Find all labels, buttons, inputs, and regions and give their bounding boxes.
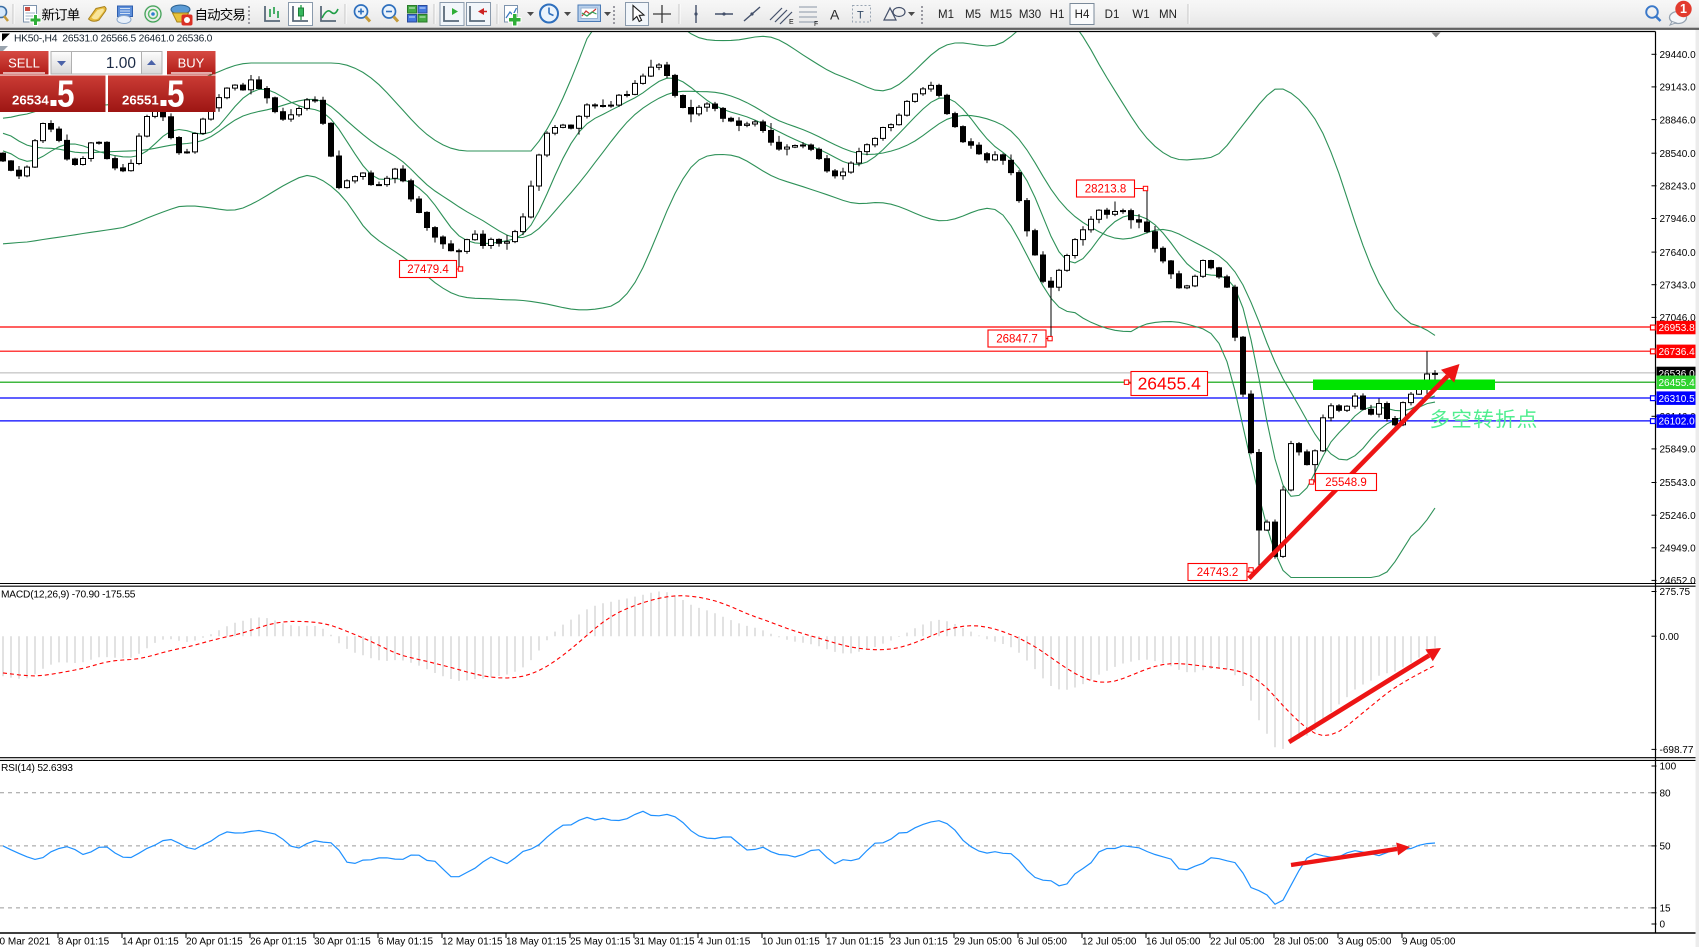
svg-text:27343.0: 27343.0 [1660, 280, 1697, 291]
svg-text:24652.0: 24652.0 [1660, 576, 1697, 587]
svg-text:30 Mar 2021: 30 Mar 2021 [0, 937, 51, 947]
svg-text:26551: 26551 [122, 93, 159, 108]
svg-text:17 Jun 01:15: 17 Jun 01:15 [826, 937, 884, 947]
svg-text:MN: MN [1159, 9, 1177, 21]
svg-text:22 Jul 05:00: 22 Jul 05:00 [1210, 937, 1265, 947]
svg-text:28213.8: 28213.8 [1085, 184, 1127, 196]
svg-text:10 Jun 01:15: 10 Jun 01:15 [762, 937, 820, 947]
svg-text:H1: H1 [1050, 9, 1065, 21]
svg-text:14 Apr 01:15: 14 Apr 01:15 [122, 937, 179, 947]
svg-text:26536.0: 26536.0 [1659, 369, 1696, 380]
svg-text:D1: D1 [1105, 9, 1120, 21]
svg-text:HK50-,H4 26531.0 26566.5 2646: HK50-,H4 26531.0 26566.5 26461.0 26536.0 [14, 34, 213, 45]
svg-text:26534: 26534 [12, 93, 49, 108]
svg-text:28846.0: 28846.0 [1660, 115, 1697, 126]
svg-text:20 Apr 01:15: 20 Apr 01:15 [186, 937, 243, 947]
svg-text:H4: H4 [1075, 9, 1090, 21]
svg-text:25548.9: 25548.9 [1325, 477, 1367, 489]
svg-text:M15: M15 [990, 9, 1012, 21]
svg-text:F: F [814, 21, 818, 28]
svg-text:W1: W1 [1132, 9, 1149, 21]
svg-text:12 May 01:15: 12 May 01:15 [442, 937, 503, 947]
svg-text:24949.0: 24949.0 [1660, 544, 1697, 555]
svg-text:A: A [830, 7, 840, 23]
svg-text:M30: M30 [1019, 9, 1041, 21]
svg-text:25849.0: 25849.0 [1660, 445, 1697, 456]
svg-text:15: 15 [1660, 904, 1672, 915]
svg-text:0: 0 [1660, 920, 1666, 931]
svg-text:RSI(14) 52.6393: RSI(14) 52.6393 [1, 763, 73, 774]
svg-text:3 Aug 05:00: 3 Aug 05:00 [1338, 937, 1392, 947]
svg-text:26 Apr 01:15: 26 Apr 01:15 [250, 937, 307, 947]
svg-text:23 Jun 01:15: 23 Jun 01:15 [890, 937, 948, 947]
svg-text:30 Apr 01:15: 30 Apr 01:15 [314, 937, 371, 947]
svg-text:BUY: BUY [178, 56, 205, 71]
svg-text:26847.7: 26847.7 [996, 334, 1038, 346]
svg-text:26102.0: 26102.0 [1659, 417, 1696, 428]
svg-text:24743.2: 24743.2 [1197, 567, 1239, 579]
svg-text:28 Jul 05:00: 28 Jul 05:00 [1274, 937, 1329, 947]
svg-text:SELL: SELL [8, 56, 40, 71]
svg-text:25543.0: 25543.0 [1660, 478, 1697, 489]
svg-text:80: 80 [1660, 789, 1672, 800]
svg-text:4 Jun 01:15: 4 Jun 01:15 [698, 937, 751, 947]
svg-text:28540.0: 28540.0 [1660, 149, 1697, 160]
svg-text:27046.0: 27046.0 [1660, 313, 1697, 324]
svg-text:25 May 01:15: 25 May 01:15 [570, 937, 631, 947]
svg-text:1.00: 1.00 [106, 55, 137, 72]
svg-text:MACD(12,26,9) -70.90 -175.55: MACD(12,26,9) -70.90 -175.55 [1, 590, 136, 601]
svg-text:1: 1 [1680, 2, 1687, 16]
svg-text:5: 5 [167, 74, 185, 116]
svg-text:27479.4: 27479.4 [407, 264, 449, 276]
svg-text:26455.4: 26455.4 [1659, 378, 1696, 389]
svg-text:100: 100 [1660, 762, 1677, 773]
svg-text:M1: M1 [938, 9, 954, 21]
svg-text:28243.0: 28243.0 [1660, 182, 1697, 193]
svg-text:T: T [857, 10, 864, 22]
svg-text:29440.0: 29440.0 [1660, 50, 1697, 61]
svg-text:25246.0: 25246.0 [1660, 511, 1697, 522]
svg-text:9 Aug 05:00: 9 Aug 05:00 [1402, 937, 1456, 947]
svg-text:E: E [789, 19, 794, 26]
svg-text:5: 5 [57, 74, 75, 116]
svg-text:26953.8: 26953.8 [1659, 323, 1696, 334]
svg-text:29143.0: 29143.0 [1660, 83, 1697, 94]
svg-text:0.00: 0.00 [1660, 632, 1680, 643]
svg-text:16 Jul 05:00: 16 Jul 05:00 [1146, 937, 1201, 947]
svg-text:26310.5: 26310.5 [1659, 394, 1696, 405]
svg-text:26455.4: 26455.4 [1138, 374, 1202, 394]
svg-text:-698.77: -698.77 [1660, 745, 1694, 756]
svg-text:275.75: 275.75 [1660, 587, 1691, 598]
svg-text:31 May 01:15: 31 May 01:15 [634, 937, 695, 947]
svg-text:18 May 01:15: 18 May 01:15 [506, 937, 567, 947]
svg-text:M5: M5 [965, 9, 981, 21]
svg-text:6 Jul 05:00: 6 Jul 05:00 [1018, 937, 1067, 947]
svg-text:50: 50 [1660, 842, 1672, 853]
svg-text:8 Apr 01:15: 8 Apr 01:15 [58, 937, 110, 947]
svg-text:26736.4: 26736.4 [1659, 347, 1696, 358]
svg-text:6 May 01:15: 6 May 01:15 [378, 937, 433, 947]
svg-text:12 Jul 05:00: 12 Jul 05:00 [1082, 937, 1137, 947]
svg-text:29 Jun 05:00: 29 Jun 05:00 [954, 937, 1012, 947]
svg-text:27640.0: 27640.0 [1660, 248, 1697, 259]
svg-text:27946.0: 27946.0 [1660, 214, 1697, 225]
